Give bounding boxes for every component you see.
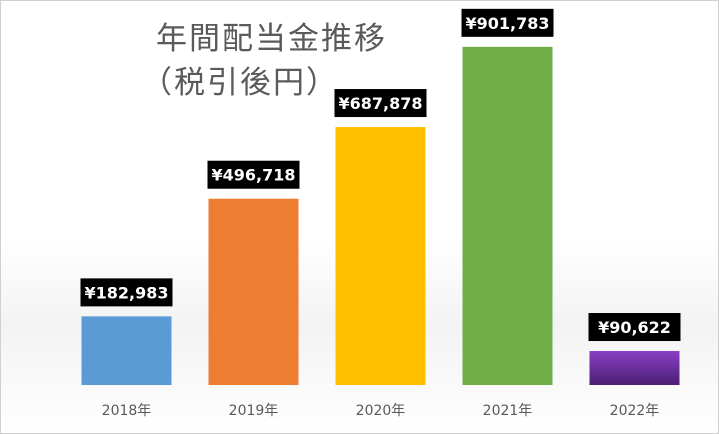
bar-2020年	[335, 127, 426, 386]
data-label: ¥687,878	[338, 94, 422, 113]
bar-2022年	[589, 351, 680, 385]
data-label-box	[588, 313, 681, 342]
bar-2021年	[462, 46, 553, 386]
x-tick-label: 2022年	[610, 403, 660, 419]
bar-2018年	[81, 316, 172, 385]
chart-title: 年間配当金推移	[156, 21, 387, 57]
data-label-box	[461, 8, 554, 37]
data-label-box	[207, 160, 300, 189]
bar-2019年	[208, 198, 299, 385]
data-label-box	[334, 89, 427, 118]
data-label: ¥182,983	[84, 283, 168, 302]
x-tick-label: 2019年	[229, 403, 279, 419]
data-label: ¥901,783	[465, 14, 549, 33]
data-label: ¥90,622	[598, 318, 671, 337]
x-tick-label: 2018年	[102, 403, 152, 419]
chart-subtitle: （税引後円）	[141, 65, 339, 101]
x-tick-label: 2020年	[356, 403, 406, 419]
x-tick-label: 2021年	[483, 403, 533, 419]
data-label: ¥496,718	[211, 166, 295, 185]
data-label-box	[80, 278, 173, 307]
